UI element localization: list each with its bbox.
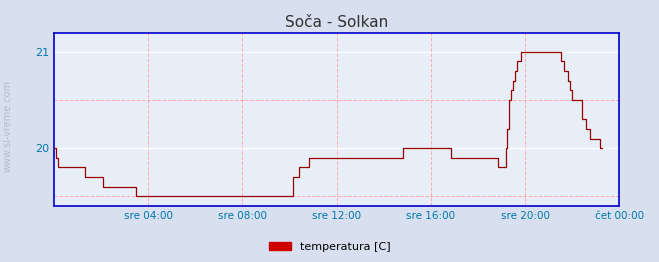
Legend: temperatura [C]: temperatura [C] (264, 238, 395, 256)
Title: Soča - Solkan: Soča - Solkan (285, 15, 388, 30)
Text: www.si-vreme.com: www.si-vreme.com (3, 80, 13, 172)
